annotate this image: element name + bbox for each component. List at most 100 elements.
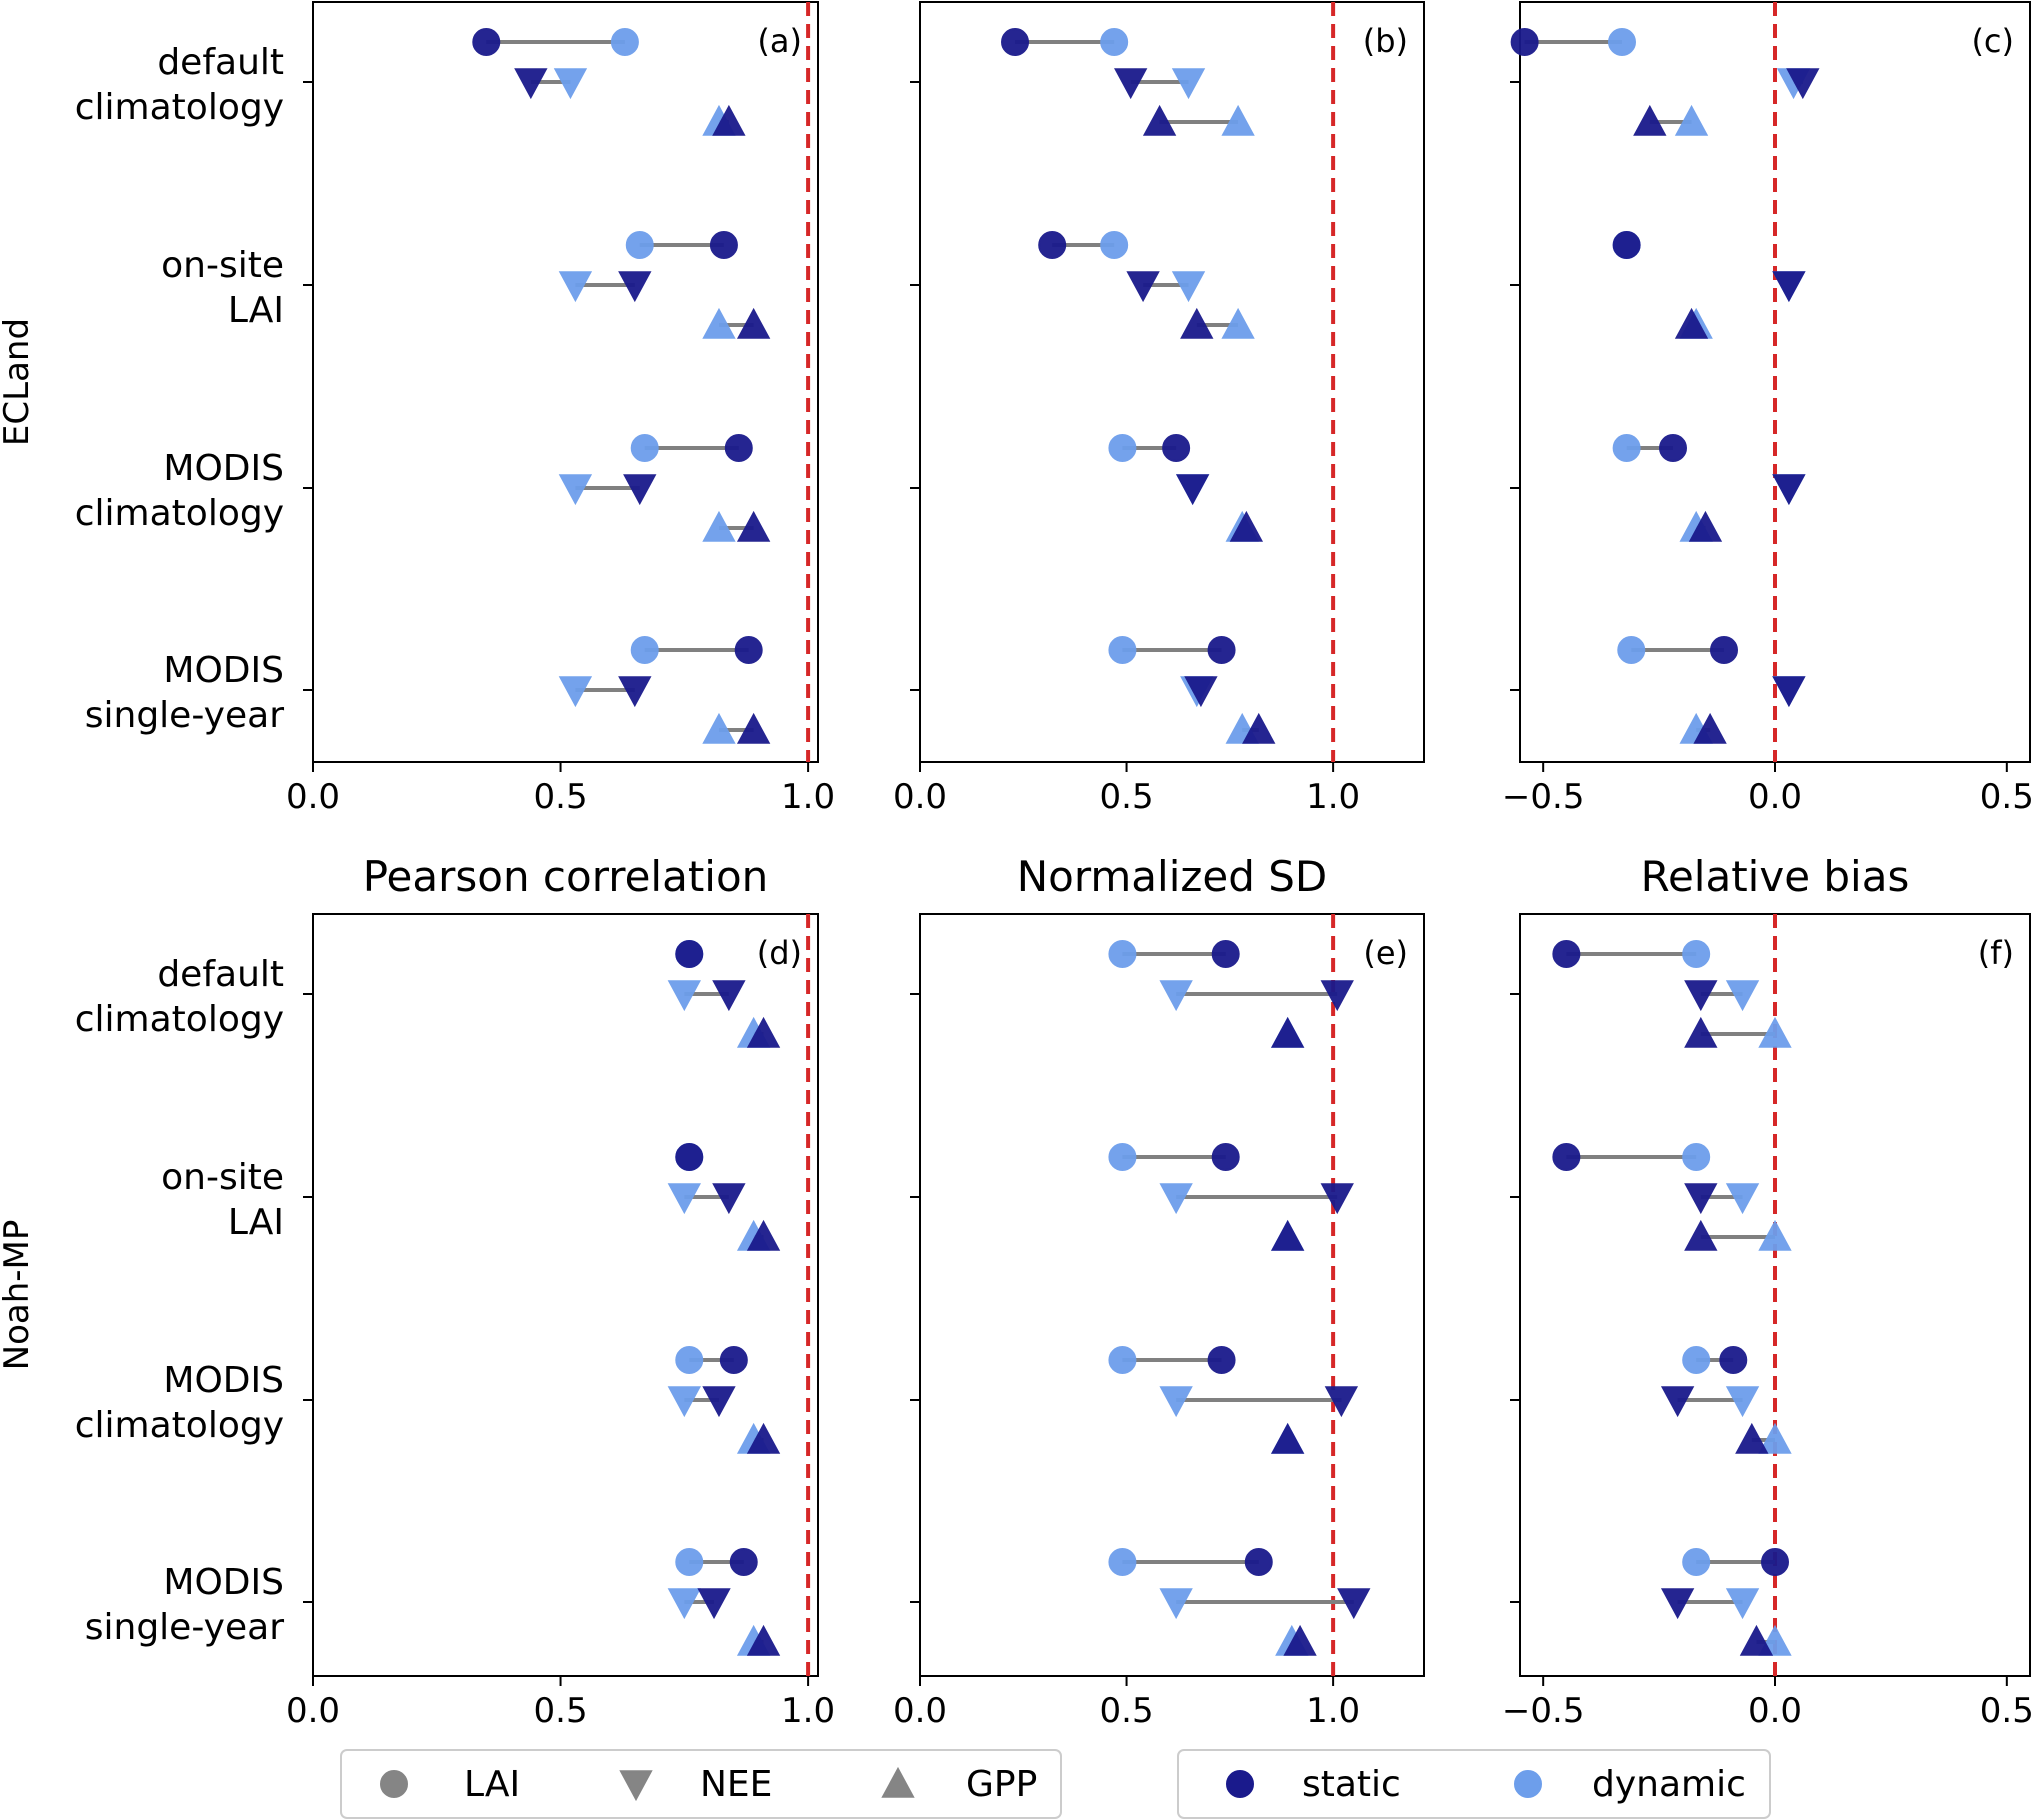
category-label: climatology <box>75 1405 284 1446</box>
marker-lai-static <box>1719 1346 1748 1374</box>
marker-nee-static <box>712 1183 746 1215</box>
marker-nee-dynamic <box>558 271 593 303</box>
panel-d: 0.0 0.5 1.0defaultclimatologyon-siteLAIMOD… <box>75 913 835 1731</box>
marker-nee-static <box>623 474 657 506</box>
marker-gpp-static <box>1270 1016 1305 1048</box>
x-tick-label: 0.5 <box>1980 1691 2034 1731</box>
dynamic-swatch-icon <box>1514 1770 1542 1798</box>
marker-nee-static <box>1660 1588 1695 1620</box>
category-label: climatology <box>75 999 284 1040</box>
marker-gpp-static <box>1229 510 1264 542</box>
x-tick-label: 1.0 <box>1306 1691 1360 1731</box>
marker-nee-static <box>697 1588 731 1620</box>
panel-c: −0.5 0.0 0.5 (c) Relative bias <box>1502 1 2034 901</box>
category-label: single-year <box>85 695 284 736</box>
category-label: on-site <box>161 245 284 286</box>
marker-lai-dynamic <box>1608 28 1636 56</box>
marker-gpp-static <box>1735 1422 1769 1454</box>
marker-gpp-static <box>1283 1624 1317 1656</box>
marker-gpp-static <box>1693 712 1727 744</box>
x-tick-label: 0.0 <box>893 1691 947 1731</box>
marker-nee-static <box>1684 980 1718 1012</box>
marker-lai-static <box>1211 1143 1240 1171</box>
marker-gpp-static <box>1688 510 1723 542</box>
marker-nee-dynamic <box>1159 980 1193 1012</box>
marker-nee-static <box>1337 1588 1371 1620</box>
marker-nee-dynamic <box>667 1183 702 1215</box>
marker-nee-static <box>618 271 652 303</box>
x-tick-label: 1.0 <box>781 777 835 817</box>
down-triangle-icon <box>619 1770 653 1802</box>
marker-lai-dynamic <box>1682 1548 1711 1576</box>
marker-nee-dynamic <box>1159 1183 1193 1215</box>
panel-f: −0.5 0.0 0.5 (f) <box>1502 913 2034 1731</box>
marker-nee-static <box>1660 1386 1695 1418</box>
marker-gpp-dynamic <box>1674 104 1709 136</box>
marker-nee-dynamic <box>667 1386 702 1418</box>
panel-a: 0.0 0.5 1.0defaultclimatologyon-siteLAIMOD… <box>75 1 835 901</box>
marker-nee-static <box>514 68 548 100</box>
legend-box <box>1177 1749 1771 1819</box>
category-label: MODIS <box>163 1562 284 1603</box>
marker-gpp-static <box>746 1219 781 1251</box>
legend-label: static <box>1302 1764 1401 1805</box>
marker-lai-static <box>1710 636 1738 664</box>
marker-lai-dynamic <box>1612 434 1641 462</box>
marker-lai-dynamic <box>1682 1346 1711 1374</box>
marker-lai-static <box>675 1143 704 1171</box>
marker-gpp-dynamic <box>702 510 736 542</box>
marker-nee-static <box>1126 271 1160 303</box>
x-tick-label: 0.0 <box>286 777 340 817</box>
marker-nee-dynamic <box>1159 1588 1193 1620</box>
marker-gpp-static <box>1674 307 1709 339</box>
marker-lai-dynamic <box>1108 1346 1137 1374</box>
marker-gpp-static <box>1242 712 1276 744</box>
marker-lai-static <box>724 434 753 462</box>
marker-gpp-static <box>1739 1624 1774 1656</box>
marker-lai-dynamic <box>1100 28 1129 56</box>
panel-tag: (b) <box>1363 22 1408 60</box>
category-label: default <box>157 954 284 995</box>
marker-nee-dynamic <box>553 68 588 100</box>
legend-shapes: LAI NEE GPP <box>340 1749 1062 1819</box>
metric-title: Pearson correlation <box>363 852 769 901</box>
panel-tag: (d) <box>757 934 802 972</box>
marker-nee-dynamic <box>1725 1183 1760 1215</box>
x-tick-label: −0.5 <box>1502 777 1585 817</box>
marker-gpp-static <box>746 1422 781 1454</box>
marker-nee-static <box>1175 474 1210 506</box>
legend-label: dynamic <box>1592 1764 1746 1805</box>
marker-gpp-static <box>736 510 771 542</box>
marker-gpp-dynamic <box>702 307 736 339</box>
category-label: LAI <box>228 1202 284 1243</box>
marker-nee-static <box>712 980 746 1012</box>
marker-nee-static <box>1772 474 1806 506</box>
row-title: Noah-MP <box>0 1220 37 1371</box>
marker-lai-dynamic <box>1108 636 1137 664</box>
panel-tag: (a) <box>757 22 802 60</box>
marker-gpp-static <box>746 1624 781 1656</box>
marker-lai-static <box>1552 940 1581 968</box>
marker-lai-dynamic <box>1108 940 1137 968</box>
marker-lai-dynamic <box>625 231 654 259</box>
marker-gpp-static <box>712 104 746 136</box>
marker-lai-static <box>729 1548 758 1576</box>
marker-nee-static <box>618 676 652 708</box>
row-noah-mp: Noah-MP 0.0 0.5 1.0defaultclimatologyon-sit… <box>0 913 2034 1731</box>
category-label: single-year <box>85 1607 284 1648</box>
marker-lai-static <box>734 636 763 664</box>
x-tick-label: 0.0 <box>1748 777 1802 817</box>
marker-gpp-static <box>736 307 771 339</box>
legend-label: NEE <box>700 1764 772 1805</box>
marker-lai-static <box>709 231 738 259</box>
circle-icon <box>380 1770 408 1798</box>
marker-gpp-static <box>1270 1422 1305 1454</box>
marker-lai-static <box>1244 1548 1273 1576</box>
marker-nee-dynamic <box>1159 1386 1193 1418</box>
axes-frame <box>312 1 819 763</box>
marker-nee-dynamic <box>1725 1386 1760 1418</box>
up-triangle-icon <box>881 1766 915 1798</box>
x-tick-label: 0.0 <box>893 777 947 817</box>
